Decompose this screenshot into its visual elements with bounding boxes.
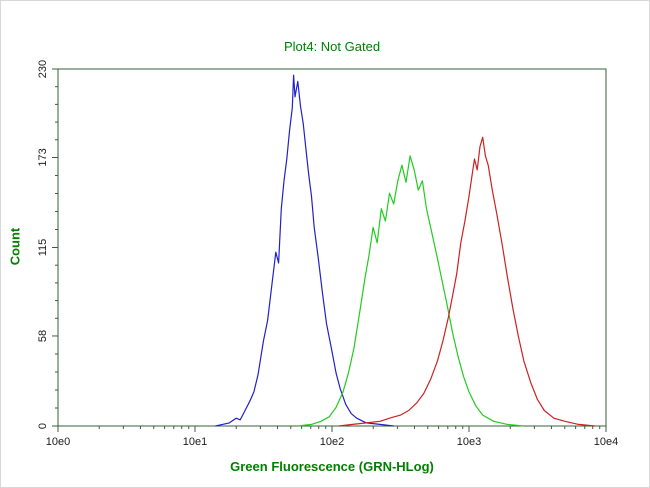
plot-border (57, 68, 607, 427)
series-line-green-population (297, 155, 524, 427)
x-tick-label: 10e4 (594, 436, 618, 448)
x-tick-label: 10e0 (46, 436, 70, 448)
y-tick-label: 115 (37, 239, 49, 257)
y-tick-label: 0 (37, 423, 49, 429)
plot-title: Plot4: Not Gated (283, 39, 381, 54)
x-tick-label: 10e2 (320, 436, 344, 448)
y-tick-label: 230 (37, 60, 49, 78)
x-tick-label: 10e1 (183, 436, 207, 448)
y-tick-label: 173 (37, 148, 49, 166)
series-line-blue-population (215, 74, 394, 427)
y-tick-label: 58 (37, 330, 49, 342)
x-tick-label: 10e3 (457, 436, 481, 448)
x-axis-label: Green Fluorescence (GRN-HLog) (230, 459, 434, 474)
series-line-red-population (338, 136, 596, 427)
